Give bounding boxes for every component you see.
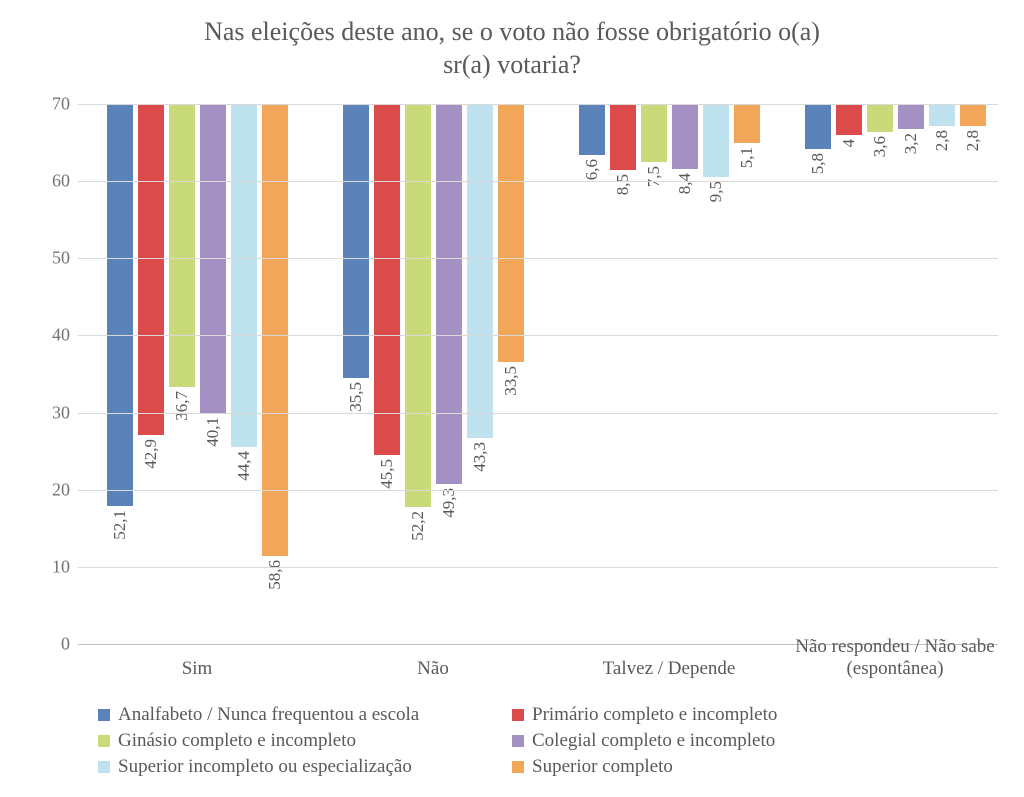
chart-title: Nas eleições deste ano, se o voto não fo… bbox=[0, 16, 1024, 81]
legend-row: Ginásio completo e incompleto Colegial co… bbox=[98, 730, 978, 752]
category-group: 6,68,57,58,49,55,1Talvez / Depende bbox=[556, 104, 782, 644]
gridline bbox=[78, 644, 998, 645]
legend-swatch bbox=[512, 735, 524, 747]
gridline bbox=[78, 258, 998, 259]
bar-value-label: 3,2 bbox=[901, 129, 921, 154]
bar-value-label: 2,8 bbox=[932, 126, 952, 151]
legend-item: Analfabeto / Nunca frequentou a escola bbox=[98, 704, 458, 726]
gridline bbox=[78, 104, 998, 105]
bar-value-label: 33,5 bbox=[501, 362, 521, 396]
bar-value-label: 52,1 bbox=[110, 506, 130, 540]
category-group: 5,843,63,22,82,8Não respondeu / Não sabe… bbox=[792, 104, 998, 644]
bar: 2,8 bbox=[929, 104, 955, 126]
gridline bbox=[78, 567, 998, 568]
bar: 58,6 bbox=[262, 104, 288, 556]
bar-value-label: 42,9 bbox=[141, 435, 161, 469]
bar: 52,1 bbox=[107, 104, 133, 506]
bar-groups: 52,142,936,740,144,458,6Sim35,545,552,24… bbox=[78, 104, 998, 644]
legend-label: Ginásio completo e incompleto bbox=[118, 730, 356, 752]
y-tick-label: 50 bbox=[30, 248, 70, 269]
bar-value-label: 3,6 bbox=[870, 132, 890, 157]
bar: 43,3 bbox=[467, 104, 493, 438]
legend-label: Colegial completo e incompleto bbox=[532, 730, 775, 752]
y-tick-label: 60 bbox=[30, 171, 70, 192]
legend-swatch bbox=[98, 735, 110, 747]
bar: 4 bbox=[836, 104, 862, 135]
legend-label: Analfabeto / Nunca frequentou a escola bbox=[118, 704, 419, 726]
bar: 3,6 bbox=[867, 104, 893, 132]
legend-row: Superior incompleto ou especialização Sup… bbox=[98, 756, 978, 778]
legend-swatch bbox=[98, 761, 110, 773]
bar-value-label: 5,8 bbox=[808, 149, 828, 174]
legend-label: Superior incompleto ou especialização bbox=[118, 756, 412, 778]
bar: 2,8 bbox=[960, 104, 986, 126]
legend-swatch bbox=[512, 761, 524, 773]
bar: 8,4 bbox=[672, 104, 698, 169]
legend-row: Analfabeto / Nunca frequentou a escola Pr… bbox=[98, 704, 978, 726]
bar-value-label: 44,4 bbox=[234, 447, 254, 481]
bar: 9,5 bbox=[703, 104, 729, 177]
bar-value-label: 36,7 bbox=[172, 387, 192, 421]
title-line-1: Nas eleições deste ano, se o voto não fo… bbox=[204, 17, 820, 46]
bar: 35,5 bbox=[343, 104, 369, 378]
bar-value-label: 45,5 bbox=[377, 455, 397, 489]
bar-value-label: 43,3 bbox=[470, 438, 490, 472]
bar: 7,5 bbox=[641, 104, 667, 162]
gridline bbox=[78, 490, 998, 491]
legend-swatch bbox=[98, 709, 110, 721]
category-label: Não bbox=[320, 658, 546, 680]
gridline bbox=[78, 413, 998, 414]
gridline bbox=[78, 335, 998, 336]
gridline bbox=[78, 181, 998, 182]
bar: 8,5 bbox=[610, 104, 636, 170]
bar-value-label: 52,2 bbox=[408, 507, 428, 541]
chart-container: Nas eleições deste ano, se o voto não fo… bbox=[0, 0, 1024, 797]
plot-area: 52,142,936,740,144,458,6Sim35,545,552,24… bbox=[78, 104, 998, 645]
bar-value-label: 40,1 bbox=[203, 413, 223, 447]
bar: 33,5 bbox=[498, 104, 524, 362]
bar-value-label: 6,6 bbox=[582, 155, 602, 180]
bar-value-label: 5,1 bbox=[737, 143, 757, 168]
legend: Analfabeto / Nunca frequentou a escola Pr… bbox=[98, 704, 978, 782]
legend-swatch bbox=[512, 709, 524, 721]
category-label: Sim bbox=[84, 658, 310, 680]
y-tick-label: 20 bbox=[30, 479, 70, 500]
legend-item: Ginásio completo e incompleto bbox=[98, 730, 458, 752]
category-label: Talvez / Depende bbox=[556, 658, 782, 680]
y-tick-label: 10 bbox=[30, 556, 70, 577]
y-tick-label: 30 bbox=[30, 402, 70, 423]
bar: 3,2 bbox=[898, 104, 924, 129]
legend-item: Primário completo e incompleto bbox=[512, 704, 872, 726]
title-line-2: sr(a) votaria? bbox=[443, 50, 581, 79]
y-tick-label: 0 bbox=[30, 634, 70, 655]
bar-value-label: 4 bbox=[839, 135, 859, 148]
bar-value-label: 58,6 bbox=[265, 556, 285, 590]
bar-value-label: 7,5 bbox=[644, 162, 664, 187]
legend-label: Primário completo e incompleto bbox=[532, 704, 777, 726]
legend-item: Superior completo bbox=[512, 756, 872, 778]
bar: 44,4 bbox=[231, 104, 257, 447]
bar: 45,5 bbox=[374, 104, 400, 455]
y-tick-label: 40 bbox=[30, 325, 70, 346]
bar-value-label: 2,8 bbox=[963, 126, 983, 151]
category-label: Não respondeu / Não sabe(espontânea) bbox=[792, 636, 998, 680]
bar: 5,1 bbox=[734, 104, 760, 143]
y-tick-label: 70 bbox=[30, 94, 70, 115]
bar-value-label: 35,5 bbox=[346, 378, 366, 412]
legend-item: Colegial completo e incompleto bbox=[512, 730, 872, 752]
bar: 52,2 bbox=[405, 104, 431, 507]
category-group: 35,545,552,249,343,333,5Não bbox=[320, 104, 546, 644]
bar-value-label: 8,5 bbox=[613, 170, 633, 195]
bar: 6,6 bbox=[579, 104, 605, 155]
bar: 49,3 bbox=[436, 104, 462, 484]
bar: 42,9 bbox=[138, 104, 164, 435]
bar: 36,7 bbox=[169, 104, 195, 387]
bar: 5,8 bbox=[805, 104, 831, 149]
legend-label: Superior completo bbox=[532, 756, 673, 778]
legend-item: Superior incompleto ou especialização bbox=[98, 756, 458, 778]
category-group: 52,142,936,740,144,458,6Sim bbox=[84, 104, 310, 644]
